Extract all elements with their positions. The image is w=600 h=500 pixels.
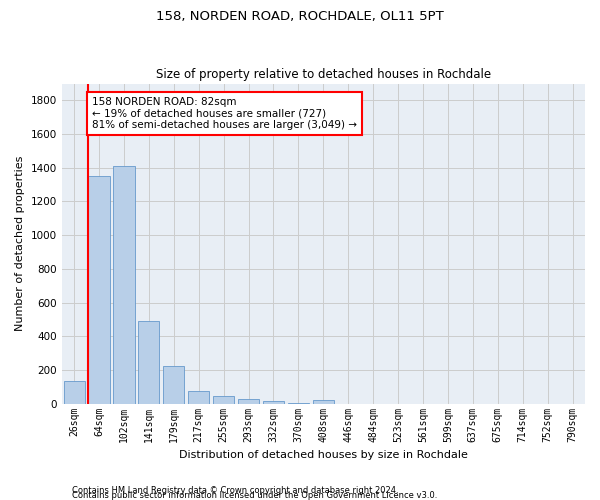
- Bar: [263, 400, 284, 404]
- X-axis label: Distribution of detached houses by size in Rochdale: Distribution of detached houses by size …: [179, 450, 468, 460]
- Bar: [88, 176, 110, 404]
- Text: Contains public sector information licensed under the Open Government Licence v3: Contains public sector information licen…: [72, 491, 437, 500]
- Text: 158 NORDEN ROAD: 82sqm
← 19% of detached houses are smaller (727)
81% of semi-de: 158 NORDEN ROAD: 82sqm ← 19% of detached…: [92, 97, 357, 130]
- Bar: [113, 166, 134, 404]
- Bar: [138, 321, 160, 404]
- Y-axis label: Number of detached properties: Number of detached properties: [15, 156, 25, 332]
- Bar: [64, 381, 85, 404]
- Bar: [288, 403, 309, 404]
- Text: Contains HM Land Registry data © Crown copyright and database right 2024.: Contains HM Land Registry data © Crown c…: [72, 486, 398, 495]
- Bar: [313, 400, 334, 404]
- Bar: [213, 396, 234, 404]
- Text: 158, NORDEN ROAD, ROCHDALE, OL11 5PT: 158, NORDEN ROAD, ROCHDALE, OL11 5PT: [156, 10, 444, 23]
- Title: Size of property relative to detached houses in Rochdale: Size of property relative to detached ho…: [156, 68, 491, 81]
- Bar: [163, 366, 184, 404]
- Bar: [188, 391, 209, 404]
- Bar: [238, 399, 259, 404]
